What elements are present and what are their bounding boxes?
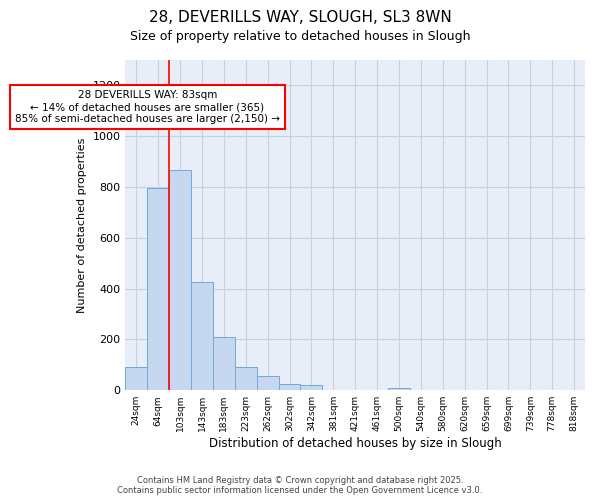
- Bar: [388, 388, 410, 390]
- Text: 28 DEVERILLS WAY: 83sqm
← 14% of detached houses are smaller (365)
85% of semi-d: 28 DEVERILLS WAY: 83sqm ← 14% of detache…: [15, 90, 280, 124]
- Text: Contains HM Land Registry data © Crown copyright and database right 2025.
Contai: Contains HM Land Registry data © Crown c…: [118, 476, 482, 495]
- Bar: [191, 282, 213, 390]
- Bar: [147, 188, 169, 390]
- Bar: [257, 376, 278, 390]
- Text: Size of property relative to detached houses in Slough: Size of property relative to detached ho…: [130, 30, 470, 43]
- Bar: [301, 385, 322, 390]
- Bar: [213, 337, 235, 390]
- Bar: [235, 368, 257, 390]
- X-axis label: Distribution of detached houses by size in Slough: Distribution of detached houses by size …: [209, 437, 502, 450]
- Y-axis label: Number of detached properties: Number of detached properties: [77, 138, 87, 313]
- Bar: [169, 170, 191, 390]
- Bar: [125, 368, 147, 390]
- Bar: [278, 384, 301, 390]
- Text: 28, DEVERILLS WAY, SLOUGH, SL3 8WN: 28, DEVERILLS WAY, SLOUGH, SL3 8WN: [149, 10, 451, 25]
